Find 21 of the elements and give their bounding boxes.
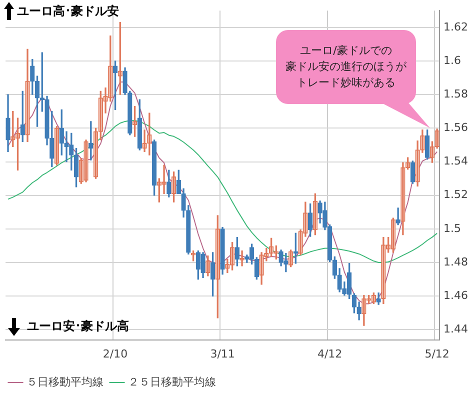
y-tick-label: 1.52 xyxy=(444,188,468,202)
y-tick-label: 1.62 xyxy=(444,20,468,34)
annotation: ユーロ安･豪ドル高 xyxy=(27,318,129,335)
y-tick-label: 1.46 xyxy=(444,288,468,302)
x-tick-label: 3/11 xyxy=(210,347,235,360)
y-tick-label: 1.54 xyxy=(444,154,468,168)
x-tick-label: 4/12 xyxy=(317,347,342,360)
y-tick-label: 1.5 xyxy=(444,222,462,235)
x-tick-label: 5/12 xyxy=(424,347,450,360)
annotation: ユーロ高･豪ドル安 xyxy=(17,3,119,20)
y-tick-label: 1.48 xyxy=(444,255,468,268)
legend-label: ２５日移動平均線 xyxy=(128,375,216,388)
annotation: トレード妙味がある xyxy=(296,75,396,91)
annotation: ユーロ/豪ドルでの xyxy=(300,43,392,59)
y-tick-label: 1.56 xyxy=(444,121,468,134)
annotation: 豪ドル安の進行のほうが xyxy=(286,59,406,75)
x-tick-label: 2/10 xyxy=(102,347,128,360)
y-tick-label: 1.44 xyxy=(444,322,468,336)
legend-label: ５日移動平均線 xyxy=(26,375,104,388)
y-tick-label: 1.58 xyxy=(444,87,468,100)
y-tick-label: 1.6 xyxy=(444,54,462,67)
